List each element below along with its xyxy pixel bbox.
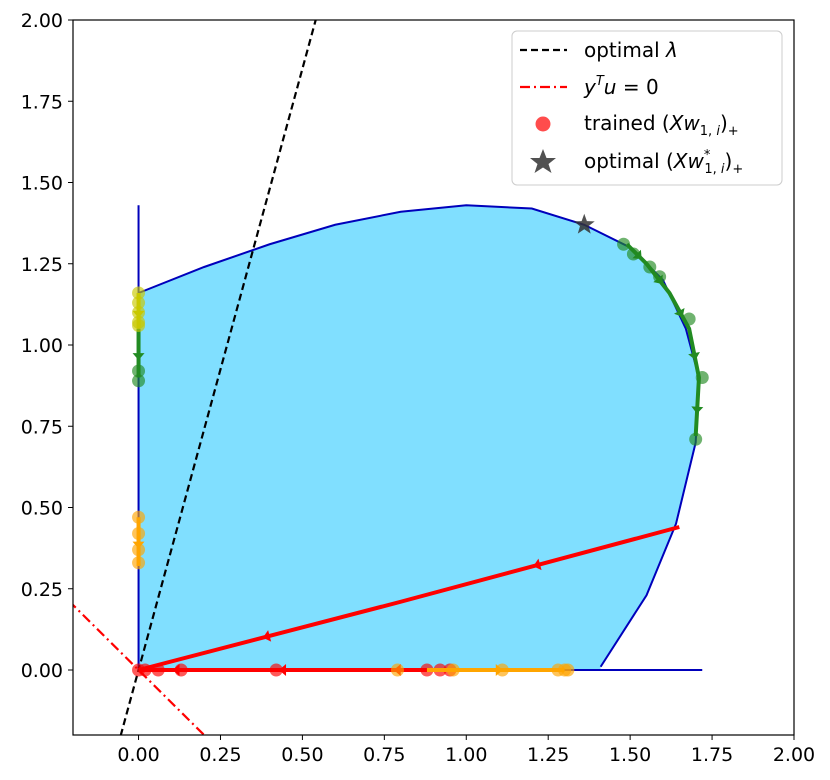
y-axis: 0.00 0.25 0.50 0.75 1.00 1.25 1.50 1.75 2.00 <box>21 10 73 682</box>
series-3-marker <box>132 296 146 310</box>
series-2-arrow <box>674 307 685 318</box>
series-2-marker <box>653 270 667 284</box>
series-2-marker <box>626 247 640 261</box>
x-tick-label: 0.50 <box>281 744 323 766</box>
x-tick-label: 1.75 <box>691 744 733 766</box>
y-tick-label: 1.75 <box>21 91 63 113</box>
x-tick-label: 0.25 <box>199 744 241 766</box>
y-tick-label: 1.00 <box>21 335 63 357</box>
series-2-marker <box>132 364 146 378</box>
y-tick-label: 0.50 <box>21 498 63 520</box>
legend-label-yTu: yTu = 0 <box>583 74 659 99</box>
y-tick-label: 1.25 <box>21 254 63 276</box>
series-2-arrow <box>691 406 704 414</box>
series-3-marker <box>132 286 146 300</box>
legend: optimal λ yTu = 0 trained (Xw1, i)+ opti… <box>511 30 783 186</box>
series-2-marker <box>689 432 703 446</box>
x-tick-label: 1.50 <box>609 744 651 766</box>
x-tick-label: 0.75 <box>363 744 405 766</box>
feasible-region <box>138 205 699 670</box>
series-1-marker <box>132 527 146 540</box>
x-axis: 0.00 0.25 0.50 0.75 1.00 1.25 1.50 1.75 2.00 <box>117 735 815 766</box>
series-2-marker <box>132 374 146 388</box>
legend-swatch-optimal-star <box>530 149 556 173</box>
plot-area <box>73 20 709 735</box>
series-1-marker <box>390 663 404 677</box>
series-2-marker <box>643 260 657 274</box>
series-0-marker <box>269 663 283 677</box>
series-0-arrow <box>533 558 542 571</box>
region-curve-boundary <box>138 204 700 668</box>
series-0-marker <box>151 663 165 677</box>
x-tick-label: 0.00 <box>117 744 159 766</box>
plot-frame <box>72 19 795 736</box>
series-0-arrow <box>262 630 272 642</box>
series-3-marker <box>132 306 146 319</box>
series-2-marker <box>695 371 709 384</box>
series-1-marker <box>495 663 509 677</box>
legend-box <box>511 30 783 186</box>
series-2-marker <box>617 237 631 251</box>
optimal-star-marker <box>573 213 595 234</box>
optimal-lambda-line <box>119 20 317 735</box>
y-tick-label: 2.00 <box>21 10 63 32</box>
series-1-marker <box>132 556 146 570</box>
series-2-arrow <box>132 353 145 361</box>
series-2-marker <box>682 312 696 326</box>
x-tick-label: 1.25 <box>527 744 569 766</box>
y-tick-label: 0.75 <box>21 416 63 438</box>
series-1-marker <box>561 663 575 677</box>
legend-swatch-trained <box>535 116 551 132</box>
series-0-path-0 <box>138 525 680 672</box>
series-2-arrow <box>688 351 700 360</box>
series-1-marker <box>132 543 146 557</box>
series-0-marker <box>174 663 188 677</box>
series-1-marker <box>132 510 146 524</box>
series-3-marker <box>132 319 146 332</box>
x-tick-label: 2.00 <box>773 744 815 766</box>
legend-label-optimal-lambda: optimal λ <box>584 38 678 62</box>
y-tick-label: 0.00 <box>21 660 63 682</box>
series-1-marker <box>446 663 460 677</box>
x-tick-label: 1.00 <box>445 744 487 766</box>
y-tick-label: 0.25 <box>21 579 63 601</box>
series-0-marker <box>132 663 146 677</box>
y-tick-label: 1.50 <box>21 173 63 195</box>
